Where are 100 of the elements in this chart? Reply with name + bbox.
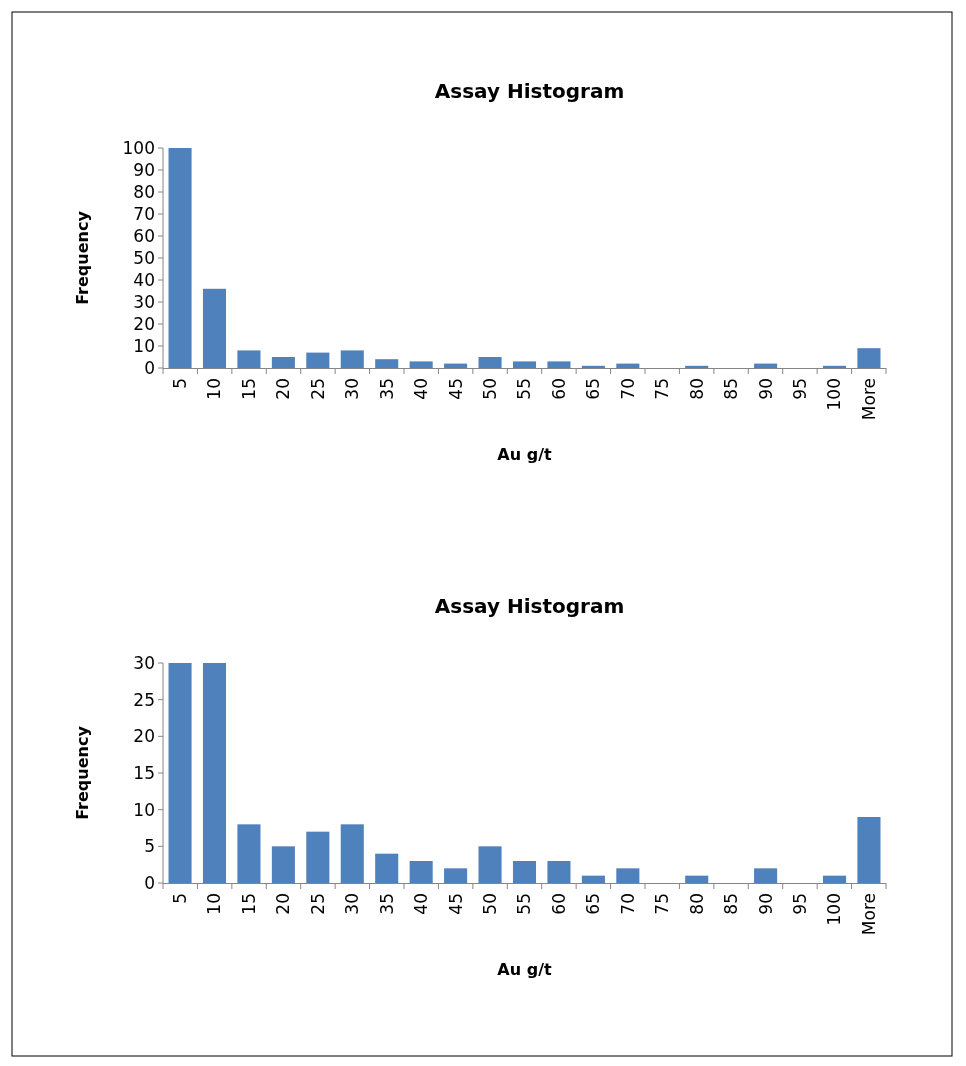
- bar: [444, 363, 468, 368]
- x-tick-label: 55: [514, 378, 535, 400]
- x-tick-label: 60: [548, 893, 569, 915]
- x-tick-label: 50: [480, 378, 501, 400]
- bar: [685, 365, 709, 368]
- bar: [512, 361, 537, 368]
- x-tick-label: 100: [824, 893, 845, 926]
- x-tick-label: 30: [342, 378, 363, 400]
- x-tick-label: More: [858, 378, 879, 421]
- x-tick-label: 80: [686, 378, 707, 400]
- x-tick-label: 45: [445, 378, 466, 400]
- y-tick-label: 15: [133, 762, 155, 783]
- x-tick-label: 90: [755, 893, 776, 915]
- bar: [202, 288, 227, 368]
- bar: [340, 824, 364, 883]
- bar: [754, 868, 778, 883]
- y-tick-label: 5: [144, 836, 155, 857]
- x-tick-label: 45: [445, 893, 466, 915]
- y-tick-label: 90: [133, 159, 155, 180]
- bar: [375, 853, 399, 883]
- x-tick-label: 30: [342, 893, 363, 915]
- bar: [754, 363, 778, 368]
- bar: [340, 350, 364, 368]
- y-tick-label: 100: [122, 137, 155, 158]
- bar: [478, 357, 502, 368]
- x-tick-label: 20: [273, 893, 294, 915]
- x-tick-label: 40: [411, 378, 432, 400]
- y-tick-label: 30: [133, 291, 155, 312]
- y-tick-label: 20: [133, 313, 155, 334]
- bar: [237, 350, 261, 368]
- y-tick-label: 0: [144, 357, 155, 378]
- y-tick-label: 80: [133, 181, 155, 202]
- bar: [857, 348, 881, 368]
- x-tick-label: 15: [238, 893, 259, 915]
- x-tick-label: 5: [170, 893, 190, 904]
- bar: [616, 363, 640, 368]
- x-tick-label: 75: [652, 378, 673, 400]
- bar: [237, 824, 261, 883]
- bar: [616, 868, 640, 883]
- x-tick-label: 90: [755, 378, 776, 400]
- bar: [271, 846, 295, 883]
- y-tick-label: 25: [133, 689, 155, 710]
- x-tick-label: More: [858, 893, 879, 936]
- x-tick-label: 35: [376, 378, 397, 400]
- bar: [581, 365, 605, 368]
- y-tick-label: 50: [133, 247, 155, 268]
- bar: [306, 831, 330, 883]
- y-axis-title: Frequency: [73, 725, 92, 820]
- bar: [409, 861, 433, 883]
- y-tick-label: 10: [133, 335, 155, 356]
- x-tick-label: 70: [617, 378, 638, 400]
- bar: [478, 846, 502, 883]
- bar: [409, 361, 433, 368]
- x-tick-label: 80: [686, 893, 707, 915]
- x-tick-label: 25: [307, 893, 328, 915]
- x-tick-label: 65: [583, 893, 604, 915]
- x-tick-label: 95: [790, 378, 811, 400]
- chart-title: Assay Histogram: [434, 79, 625, 103]
- bar: [202, 663, 227, 883]
- x-axis-title: Au g/t: [497, 445, 552, 464]
- bar: [168, 663, 192, 883]
- y-axis-title: Frequency: [73, 210, 92, 305]
- x-tick-label: 50: [480, 893, 501, 915]
- x-tick-label: 85: [721, 893, 742, 915]
- y-tick-label: 70: [133, 203, 155, 224]
- bar: [857, 817, 881, 883]
- x-tick-label: 100: [824, 378, 845, 411]
- bar: [547, 861, 571, 883]
- x-tick-label: 95: [790, 893, 811, 915]
- x-tick-label: 75: [652, 893, 673, 915]
- y-tick-label: 0: [144, 872, 155, 893]
- bar: [168, 148, 192, 368]
- x-tick-label: 10: [204, 378, 225, 400]
- y-tick-label: 10: [133, 799, 155, 820]
- x-tick-label: 55: [514, 893, 535, 915]
- x-tick-label: 65: [583, 378, 604, 400]
- x-tick-label: 40: [411, 893, 432, 915]
- x-tick-label: 60: [548, 378, 569, 400]
- x-axis-title: Au g/t: [497, 960, 552, 979]
- y-tick-label: 20: [133, 726, 155, 747]
- x-tick-label: 70: [617, 893, 638, 915]
- x-tick-label: 35: [376, 893, 397, 915]
- bar: [306, 352, 330, 368]
- chart-title: Assay Histogram: [434, 594, 625, 618]
- bar: [822, 365, 847, 368]
- bar: [271, 357, 295, 368]
- x-tick-label: 85: [721, 378, 742, 400]
- bar: [444, 868, 468, 883]
- x-tick-label: 10: [204, 893, 225, 915]
- bar: [375, 359, 399, 368]
- x-tick-label: 25: [307, 378, 328, 400]
- bar: [685, 875, 709, 883]
- bar: [581, 875, 605, 883]
- x-tick-label: 5: [170, 378, 190, 389]
- y-tick-label: 30: [133, 652, 155, 673]
- bar: [822, 875, 847, 883]
- x-tick-label: 15: [238, 378, 259, 400]
- y-tick-label: 60: [133, 225, 155, 246]
- bar: [512, 861, 537, 883]
- y-tick-label: 40: [133, 269, 155, 290]
